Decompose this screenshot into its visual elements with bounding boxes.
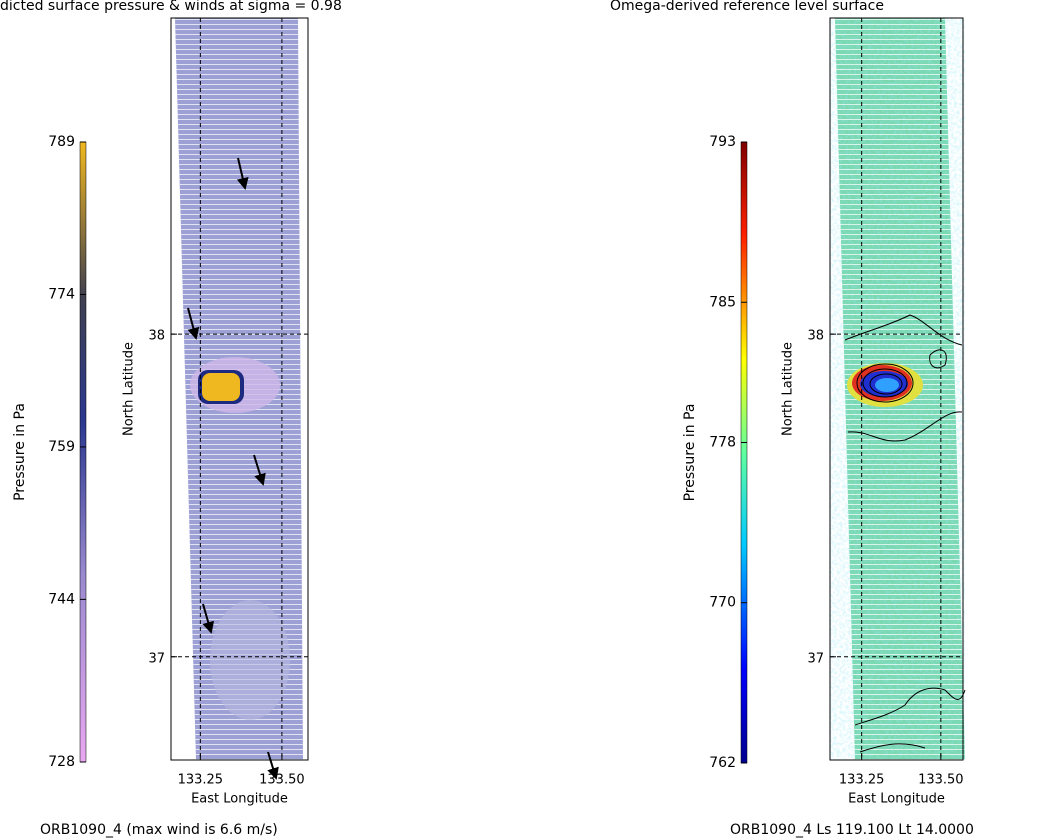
title: dicted surface pressure & winds at sigma… xyxy=(0,0,342,14)
y-axis-label: North Latitude xyxy=(781,342,796,436)
x-tick-label: 133.25 xyxy=(839,773,885,788)
footer: ORB1090_4 Ls 119.100 Lt 14.0000 xyxy=(730,822,974,838)
plot-frame xyxy=(829,17,964,761)
pressure-field xyxy=(175,18,303,760)
x-axis-label: East Longitude xyxy=(191,792,288,807)
colorbar-tick-label: 770 xyxy=(709,595,736,611)
colorbar-tick-label: 785 xyxy=(709,294,736,310)
x-tick-label: 133.50 xyxy=(918,773,964,788)
y-tick-label: 37 xyxy=(807,651,824,666)
y-tick-label: 38 xyxy=(807,329,824,344)
wind-arrows xyxy=(187,157,279,780)
reference-field xyxy=(830,18,965,760)
colorbar-tick-label: 759 xyxy=(48,439,75,455)
colorbar-tick-label: 728 xyxy=(48,754,75,770)
title: Omega-derived reference level surface xyxy=(610,0,884,14)
colorbar-label: Pressure in Pa xyxy=(12,403,28,501)
colorbar-tick-label: 793 xyxy=(709,134,736,150)
plot-frame xyxy=(170,17,309,761)
colorbar-tick-label: 778 xyxy=(709,434,736,450)
colorbar xyxy=(79,141,87,763)
footer: ORB1090_4 (max wind is 6.6 m/s) xyxy=(40,822,278,838)
colorbar-tick-label: 744 xyxy=(48,591,75,607)
y-tick-label: 38 xyxy=(148,329,165,344)
colorbar-tick-label: 762 xyxy=(709,755,736,771)
colorbar-tick-label: 789 xyxy=(48,134,75,150)
contours xyxy=(844,314,966,753)
colorbar xyxy=(740,141,748,764)
colorbar-label: Pressure in Pa xyxy=(682,404,698,502)
y-tick-label: 37 xyxy=(148,651,165,666)
y-axis-label: North Latitude xyxy=(122,342,137,436)
colorbar-tick-label: 774 xyxy=(48,286,75,302)
x-tick-label: 133.50 xyxy=(259,773,305,788)
x-tick-label: 133.25 xyxy=(178,773,224,788)
x-axis-label: East Longitude xyxy=(848,792,945,807)
